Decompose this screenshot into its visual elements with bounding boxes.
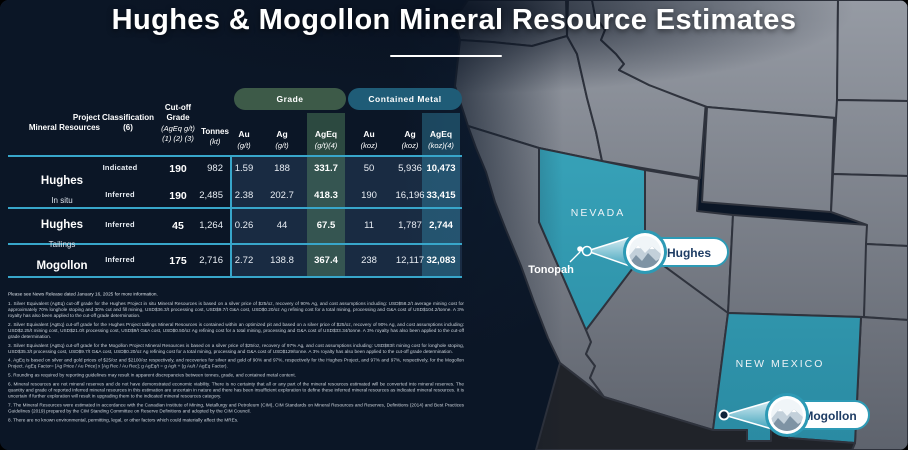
cell-au-koz: 11 xyxy=(364,220,374,231)
col-header-ag-grade-l1: Ag xyxy=(276,129,288,139)
map-callouts: NEVADA NEW MEXICO Tonopah Hughes xyxy=(528,207,870,437)
col-header-ageq-grade-l1: AgEq xyxy=(314,129,338,139)
mogollon-marker-dot xyxy=(718,409,730,421)
project-name: Mogollon xyxy=(36,260,88,272)
col-header-au-grade-l1: Au xyxy=(238,129,250,139)
col-header-ageq-metal: AgEq (koz)(4) xyxy=(419,129,463,151)
table-line-top xyxy=(8,155,462,157)
cell-au-koz: 238 xyxy=(361,255,377,266)
cell-classification: Indicated xyxy=(102,163,138,172)
col-header-au-metal-l2: (koz) xyxy=(360,141,378,151)
col-header-classification-l1: Classification xyxy=(101,113,154,122)
cell-au-koz: 190 xyxy=(361,190,377,201)
cell-ageq-gt: 67.5 xyxy=(316,220,336,231)
table-line-bottom xyxy=(8,276,462,278)
nevada-label: NEVADA xyxy=(571,207,625,219)
footnotes: Please see News Release dated January 16… xyxy=(8,291,464,446)
cell-au-gt: 2.38 xyxy=(234,190,254,201)
contained-metal-group-header: Contained Metal xyxy=(348,88,462,110)
tonopah-label: Tonopah xyxy=(528,264,574,276)
footnotes-text-block: Please see News Release dated January 16… xyxy=(8,291,464,423)
cell-au-koz: 50 xyxy=(363,163,375,174)
col-header-tonnes-l2: (kt) xyxy=(209,137,221,147)
cell-classification: Inferred xyxy=(105,255,135,264)
cell-tonnes: 2,716 xyxy=(199,255,223,266)
col-header-project-l2: Mineral Resources xyxy=(28,123,100,133)
cell-tonnes: 2,485 xyxy=(199,190,223,201)
col-header-cutoff-l3: (AgEq g/t) xyxy=(161,123,195,133)
cell-tonnes: 982 xyxy=(207,163,223,174)
cell-ageq-gt: 331.7 xyxy=(314,163,338,174)
cell-au-gt: 2.72 xyxy=(234,255,254,266)
col-header-cutoff-l1: Cut-off xyxy=(164,103,192,112)
hughes-project-icon xyxy=(623,230,667,274)
col-header-au-metal-l1: Au xyxy=(363,129,375,139)
footnote-5: 5. Rounding as required by reporting gui… xyxy=(8,372,296,378)
project-name: Hughes xyxy=(40,219,84,231)
cell-ag-gt: 188 xyxy=(274,163,290,174)
cell-ageq-koz: 10,473 xyxy=(426,163,456,174)
project-subtitle: Tailings xyxy=(48,240,76,250)
cell-ageq-koz: 2,744 xyxy=(429,220,453,231)
grade-group-header: Grade xyxy=(234,88,346,110)
cell-ag-koz: 1,787 xyxy=(398,220,422,231)
row-group-mogollon: Mogollon xyxy=(12,255,112,274)
col-header-ag-metal-l2: (koz) xyxy=(401,141,419,151)
col-header-ageq-metal-l2: (koz)(4) xyxy=(428,141,454,151)
cell-ageq-koz: 32,083 xyxy=(426,255,456,266)
footnote-6: 6. Mineral resources are not mineral res… xyxy=(8,381,464,399)
hughes-callout: Hughes xyxy=(581,230,729,274)
mogollon-pill-label: Mogollon xyxy=(803,409,856,423)
footnote-3: 3. Silver Equivalent (AgEq) cut-off grad… xyxy=(8,342,464,354)
mineral-resource-table: Grade Contained Metal Project Mineral Re… xyxy=(8,85,462,278)
cell-tonnes: 1,264 xyxy=(199,220,223,231)
cell-ageq-koz: 33,415 xyxy=(426,190,456,201)
mogollon-project-icon xyxy=(765,393,809,437)
col-header-classification-l2: (6) xyxy=(123,123,133,133)
title-underline xyxy=(390,55,502,57)
mogollon-callout: Mogollon xyxy=(718,393,870,437)
project-subtitle: In situ xyxy=(51,196,73,206)
page-title: Hughes & Mogollon Mineral Resource Estim… xyxy=(111,4,797,36)
project-name: Hughes xyxy=(40,175,84,187)
footnote-4: 4. AgEq is based on silver and gold pric… xyxy=(8,357,464,369)
row-group-hughes-tailings: Hughes Tailings xyxy=(12,214,112,252)
footnote-intro: Please see News Release dated January 16… xyxy=(8,291,158,297)
table-line-vertical xyxy=(230,156,232,278)
col-header-au-grade-l2: (g/t) xyxy=(237,141,251,151)
cell-classification: Inferred xyxy=(105,220,135,229)
tonopah-leader-line xyxy=(569,251,581,263)
cell-ageq-gt: 367.4 xyxy=(314,255,338,266)
cell-au-gt: 0.26 xyxy=(234,220,254,231)
cell-ag-koz: 12,117 xyxy=(395,255,425,266)
footnote-1: 1. Silver Equivalent (AgEq) cut-off grad… xyxy=(8,300,464,318)
cell-ag-gt: 138.8 xyxy=(270,255,294,266)
col-header-ageq-grade: AgEq (g/t)(4) xyxy=(304,129,348,151)
col-header-ag-grade: Ag (g/t) xyxy=(260,129,304,151)
cell-ageq-gt: 418.3 xyxy=(314,190,338,201)
col-header-ag-grade-l2: (g/t) xyxy=(275,141,289,151)
col-header-cutoff-l2: Grade xyxy=(166,113,190,123)
cell-au-gt: 1.59 xyxy=(234,163,254,174)
cell-ag-gt: 44 xyxy=(276,220,288,231)
cell-ag-gt: 202.7 xyxy=(270,190,294,201)
col-header-ageq-grade-l2: (g/t)(4) xyxy=(314,141,338,151)
footnote-7: 7. The Mineral Resources were estimated … xyxy=(8,402,464,414)
col-header-au-metal: Au (koz) xyxy=(347,129,391,151)
col-header-ag-metal-l1: Ag xyxy=(404,129,416,139)
col-header-ageq-metal-l1: AgEq xyxy=(429,129,453,139)
col-header-project: Project Mineral Resources xyxy=(8,113,100,134)
cell-ag-koz: 16,196 xyxy=(395,190,425,201)
cell-classification: Inferred xyxy=(105,190,135,199)
col-header-cutoff-l4: (1) (2) (3) xyxy=(162,134,194,144)
hughes-pill-label: Hughes xyxy=(667,246,711,260)
footnote-8: 8. There are no known environmental, per… xyxy=(8,416,239,423)
new-mexico-label: NEW MEXICO xyxy=(736,358,825,370)
hughes-cone-apex xyxy=(581,245,593,257)
footnote-2: 2. Silver Equivalent (AgEq) cut-off grad… xyxy=(8,321,464,339)
row-group-hughes-insitu: Hughes In situ xyxy=(12,170,112,208)
cell-ag-koz: 5,936 xyxy=(398,163,422,174)
